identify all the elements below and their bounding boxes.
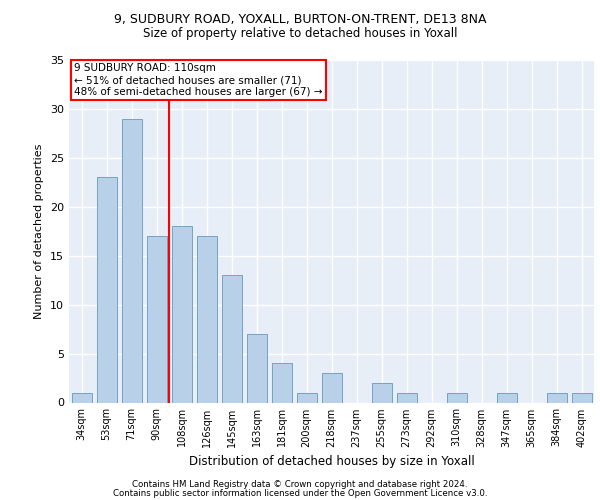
Text: Size of property relative to detached houses in Yoxall: Size of property relative to detached ho… — [143, 28, 457, 40]
Bar — [322, 373, 341, 402]
Bar — [371, 383, 392, 402]
Bar — [271, 364, 292, 403]
X-axis label: Distribution of detached houses by size in Yoxall: Distribution of detached houses by size … — [188, 455, 475, 468]
Bar — [247, 334, 266, 402]
Y-axis label: Number of detached properties: Number of detached properties — [34, 144, 44, 319]
Bar — [146, 236, 167, 402]
Bar — [571, 392, 592, 402]
Bar — [547, 392, 566, 402]
Bar — [221, 276, 241, 402]
Text: 9 SUDBURY ROAD: 110sqm
← 51% of detached houses are smaller (71)
48% of semi-det: 9 SUDBURY ROAD: 110sqm ← 51% of detached… — [74, 64, 323, 96]
Bar — [296, 392, 317, 402]
Bar — [121, 118, 142, 403]
Text: Contains HM Land Registry data © Crown copyright and database right 2024.: Contains HM Land Registry data © Crown c… — [132, 480, 468, 489]
Bar — [172, 226, 191, 402]
Bar — [97, 178, 116, 402]
Text: Contains public sector information licensed under the Open Government Licence v3: Contains public sector information licen… — [113, 489, 487, 498]
Bar — [446, 392, 467, 402]
Text: 9, SUDBURY ROAD, YOXALL, BURTON-ON-TRENT, DE13 8NA: 9, SUDBURY ROAD, YOXALL, BURTON-ON-TRENT… — [114, 12, 486, 26]
Bar — [71, 392, 91, 402]
Bar — [497, 392, 517, 402]
Bar — [197, 236, 217, 402]
Bar — [397, 392, 416, 402]
